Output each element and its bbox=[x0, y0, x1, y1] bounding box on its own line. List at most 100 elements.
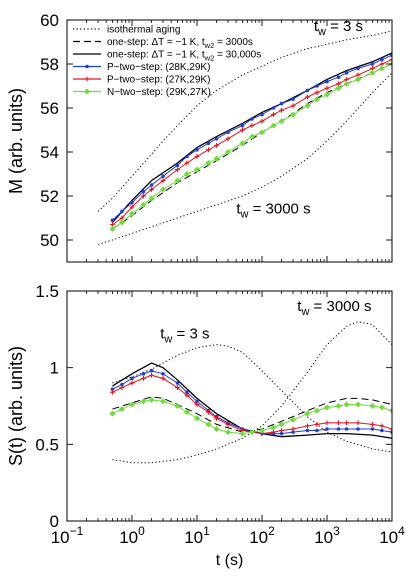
annotation-1: tw = 3 s bbox=[314, 18, 363, 38]
data-point-5-22 bbox=[336, 75, 341, 79]
data-point-7-8 bbox=[183, 171, 190, 177]
annotation-text: t bbox=[314, 18, 319, 35]
data-point-6-5 bbox=[149, 372, 154, 378]
data-point-6-8 bbox=[184, 392, 190, 398]
data-point-7-12 bbox=[225, 429, 232, 436]
series-group bbox=[97, 30, 392, 245]
data-point-6-11 bbox=[214, 143, 219, 148]
data-point-7-4 bbox=[140, 201, 147, 208]
data-point-7-19 bbox=[304, 102, 311, 109]
data-point-5-17 bbox=[279, 101, 284, 106]
annotation-text: t bbox=[160, 326, 165, 343]
data-point-7-26 bbox=[378, 65, 385, 72]
legend-entry-5: P−two−step: (27K,29K) bbox=[107, 75, 210, 86]
legend-sub: w2 bbox=[204, 54, 215, 63]
legend-entry-3: one-step: ΔT = −1 K, tw2 = 30,000s bbox=[107, 50, 261, 63]
data-point-5-10 bbox=[206, 141, 211, 145]
data-point-6-15 bbox=[259, 118, 265, 124]
y-tick-label: 58 bbox=[40, 55, 59, 74]
data-point-5-25 bbox=[370, 427, 375, 431]
data-point-7-24 bbox=[355, 76, 362, 83]
x-tick-base: 10 bbox=[379, 528, 398, 547]
data-point-6-14 bbox=[249, 123, 255, 128]
data-point-7-11 bbox=[213, 426, 220, 432]
data-point-7-12 bbox=[225, 149, 232, 155]
data-point-5-4 bbox=[141, 189, 146, 194]
data-point-5-22 bbox=[336, 427, 341, 431]
data-point-6-7 bbox=[175, 167, 180, 172]
series-line-2 bbox=[97, 72, 392, 245]
data-point-6-13 bbox=[240, 127, 245, 133]
legend-label: P−two−step: (28K,29K) bbox=[107, 62, 210, 73]
legend-label: N−two−step: (29K,27K) bbox=[107, 87, 211, 98]
series-line-2 bbox=[112, 321, 392, 464]
data-point-6-22 bbox=[336, 420, 341, 426]
y-tick-label: 60 bbox=[40, 11, 59, 30]
data-point-6-6 bbox=[160, 376, 166, 381]
annotation-1: tw = 3 s bbox=[160, 326, 209, 346]
data-point-6-10 bbox=[206, 409, 211, 415]
annotation-2: tw = 3000 s bbox=[236, 201, 310, 221]
data-point-7-22 bbox=[335, 85, 342, 92]
data-point-7-3 bbox=[129, 401, 135, 408]
data-point-5-6 bbox=[161, 174, 165, 178]
annotation-sub: w bbox=[317, 26, 326, 38]
data-point-6-3 bbox=[129, 204, 135, 210]
data-point-6-9 bbox=[194, 402, 200, 407]
annotation-text: t bbox=[297, 298, 302, 315]
x-tick-exponent: 4 bbox=[398, 524, 405, 538]
data-point-6-12 bbox=[225, 136, 231, 142]
series-line-1 bbox=[97, 30, 392, 212]
legend-label: one-step: ΔT = −1 K, t bbox=[107, 37, 205, 48]
legend-sub: w2 bbox=[204, 41, 215, 50]
annotation-tail: = 3000 s bbox=[309, 298, 371, 315]
data-point-5-21 bbox=[325, 79, 329, 84]
data-point-6-18 bbox=[290, 426, 296, 432]
data-point-6-21 bbox=[324, 420, 330, 426]
data-point-5-16 bbox=[271, 106, 276, 110]
y-tick-label: 1.5 bbox=[35, 282, 59, 301]
data-point-7-10 bbox=[205, 421, 212, 428]
data-point-6-1 bbox=[110, 389, 115, 395]
x-tick-exponent: 3 bbox=[333, 524, 340, 538]
legend-entry-4: P−two−step: (28K,29K) bbox=[107, 62, 210, 73]
data-point-6-24 bbox=[355, 420, 361, 426]
legend-marker-6 bbox=[84, 88, 90, 95]
data-point-6-4 bbox=[141, 193, 146, 199]
data-point-5-13 bbox=[240, 123, 245, 128]
x-tick-label: 102 bbox=[249, 524, 275, 547]
legend-label: one-step: ΔT = −1 K, t bbox=[107, 50, 205, 61]
series-line-5 bbox=[112, 370, 392, 435]
data-point-7-14 bbox=[248, 429, 255, 436]
annotation-tail: = 3000 s bbox=[248, 201, 310, 218]
data-point-6-23 bbox=[344, 420, 349, 426]
data-point-5-3 bbox=[130, 376, 134, 381]
x-tick-label: 101 bbox=[184, 524, 210, 547]
data-point-5-19 bbox=[305, 88, 310, 93]
data-point-7-14 bbox=[248, 133, 255, 140]
data-point-5-8 bbox=[185, 390, 189, 395]
series-line-1 bbox=[112, 344, 392, 453]
data-point-7-7 bbox=[174, 403, 181, 409]
data-point-6-25 bbox=[370, 422, 375, 427]
annotation-sub: w bbox=[239, 209, 248, 221]
y-tick-label: 0.5 bbox=[35, 435, 59, 454]
data-point-7-4 bbox=[140, 398, 147, 405]
data-point-6-20 bbox=[314, 90, 320, 95]
data-point-5-26 bbox=[380, 57, 384, 62]
series-group bbox=[109, 321, 392, 464]
data-point-6-16 bbox=[271, 112, 276, 117]
data-point-5-3 bbox=[130, 200, 134, 205]
data-point-5-1 bbox=[110, 387, 115, 391]
data-point-5-4 bbox=[141, 372, 146, 376]
data-point-5-23 bbox=[344, 71, 349, 75]
data-point-5-17 bbox=[279, 431, 284, 436]
data-point-5-24 bbox=[356, 427, 360, 431]
data-point-7-10 bbox=[205, 160, 212, 166]
data-point-7-15 bbox=[259, 427, 265, 434]
data-point-7-23 bbox=[343, 401, 350, 408]
data-point-5-26 bbox=[380, 428, 384, 433]
